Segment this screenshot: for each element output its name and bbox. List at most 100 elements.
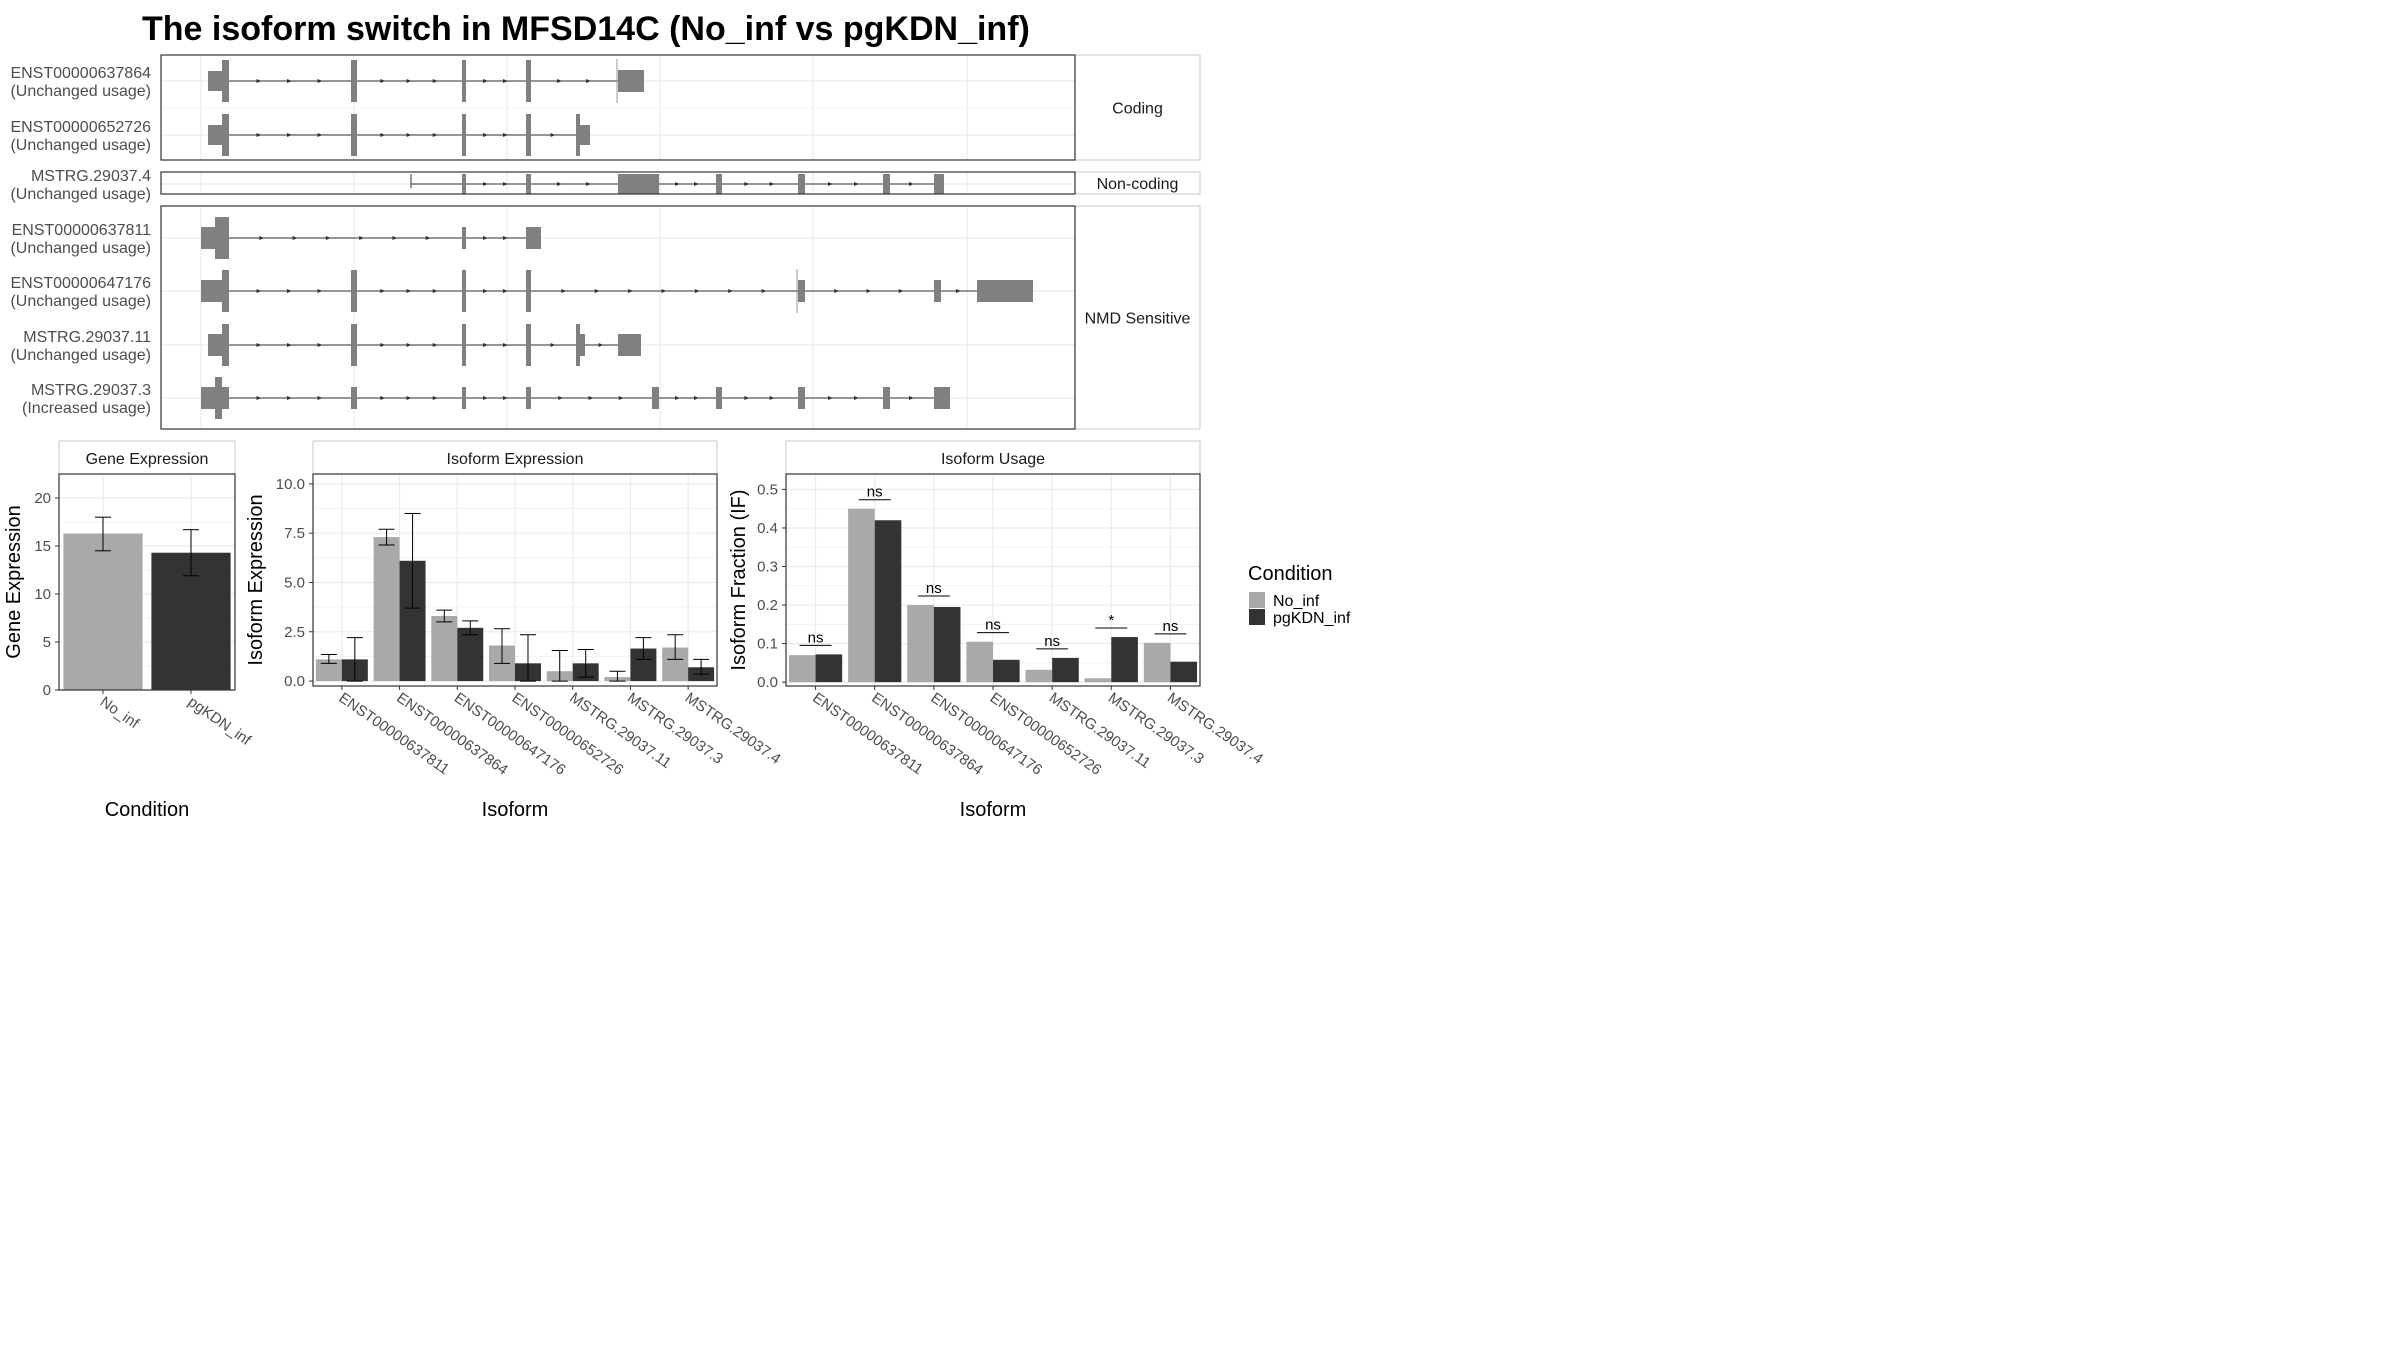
exon-block — [526, 60, 531, 102]
intron-direction-arrow — [598, 343, 604, 347]
exon-block — [222, 387, 229, 409]
isoform-id-label: MSTRG.29037.11 — [23, 329, 151, 346]
transcript: ENST00000637864(Unchanged usage) — [10, 59, 644, 103]
structure-group: Non-coding MSTRG.29037.4(Unchanged usage) — [10, 168, 1201, 203]
intron-direction-arrow — [432, 289, 438, 293]
y-axis-title: Isoform Expression — [245, 494, 267, 665]
significance-label: ns — [867, 484, 883, 501]
isoform-usage-label: (Increased usage) — [22, 400, 151, 417]
exon-block — [798, 387, 805, 409]
intron-direction-arrow — [432, 396, 438, 400]
bar — [315, 659, 342, 682]
panel-title: Isoform Expression — [447, 451, 584, 468]
x-tick-label: MSTRG.29037.11 — [1046, 689, 1154, 772]
y-tick-label: 10 — [34, 586, 51, 603]
exon-block — [351, 387, 357, 409]
intron-direction-arrow — [406, 79, 412, 83]
legend-entry-label: pgKDN_inf — [1273, 610, 1351, 627]
intron-direction-arrow — [406, 289, 412, 293]
error-bar — [551, 650, 568, 682]
intron-direction-arrow — [380, 396, 386, 400]
figure-title: The isoform switch in MFSD14C (No_inf vs… — [142, 10, 1030, 48]
x-axis-title: Isoform — [960, 799, 1027, 821]
exon-block — [222, 114, 229, 156]
intron-direction-arrow — [828, 396, 833, 400]
isoform-id-label: ENST00000647176 — [10, 275, 151, 292]
exon-block — [576, 324, 580, 366]
panel-title-strip — [312, 440, 718, 475]
intron-direction-arrow — [503, 236, 508, 240]
exon-block — [208, 334, 222, 356]
intron-direction-arrow — [483, 182, 488, 186]
exon-block — [526, 114, 531, 156]
intron-direction-arrow — [317, 343, 323, 347]
exon-block — [934, 174, 944, 194]
intron-direction-arrow — [432, 133, 438, 137]
intron-direction-arrow — [483, 79, 488, 83]
intron-direction-arrow — [557, 79, 562, 83]
intron-direction-arrow — [380, 79, 386, 83]
y-tick-label: 0.1 — [757, 636, 778, 653]
exon-block — [618, 70, 644, 92]
y-tick-label: 10.0 — [276, 476, 305, 493]
intron-direction-arrow — [483, 396, 488, 400]
exon-block — [462, 60, 466, 102]
isoform-usage-label: (Unchanged usage) — [10, 240, 151, 257]
intron-direction-arrow — [728, 289, 734, 293]
intron-direction-arrow — [483, 236, 488, 240]
intron-direction-arrow — [380, 133, 386, 137]
intron-direction-arrow — [761, 289, 767, 293]
bar — [1170, 661, 1198, 683]
intron-direction-arrow — [675, 182, 680, 186]
exon-block — [208, 71, 222, 91]
error-bar — [635, 637, 652, 660]
intron-direction-arrow — [256, 343, 262, 347]
y-tick-label: 0.5 — [757, 481, 778, 498]
intron-direction-arrow — [287, 396, 292, 400]
group-strip-label: Non-coding — [1097, 176, 1179, 193]
expression-charts: Gene Expression 0 5 10 15 20 No_inf pgKDN_inf Co… — [3, 440, 1266, 821]
transcript: MSTRG.29037.4(Unchanged usage) — [10, 168, 944, 203]
error-bar — [667, 634, 684, 660]
intron-direction-arrow — [661, 289, 667, 293]
intron-direction-arrow — [503, 182, 508, 186]
bar — [788, 655, 816, 683]
intron-direction-arrow — [317, 289, 323, 293]
plot-border — [312, 473, 718, 687]
intron-direction-arrow — [292, 236, 298, 240]
isoform-usage-chart: Isoform Usage 0.0 0.1 0.2 0.3 0.4 0.5 ns ns ns ns n… — [728, 440, 1266, 821]
y-tick-label: 20 — [34, 490, 51, 507]
significance-label: ns — [985, 617, 1001, 634]
intron-direction-arrow — [380, 289, 386, 293]
structure-panel-border — [160, 205, 1076, 430]
significance-label: ns — [926, 580, 942, 597]
intron-direction-arrow — [586, 79, 591, 83]
x-axis-title: Condition — [105, 799, 190, 821]
error-bar — [404, 512, 421, 609]
y-tick-label: 0.0 — [284, 673, 305, 690]
intron-direction-arrow — [432, 79, 438, 83]
exon-block — [351, 114, 357, 156]
y-tick-label: 0.4 — [757, 520, 778, 537]
intron-direction-arrow — [406, 343, 412, 347]
exon-block — [526, 387, 531, 409]
structure-panel-border — [160, 171, 1076, 195]
x-tick-label: No_inf — [97, 693, 143, 732]
error-bar — [378, 528, 395, 546]
intron-direction-arrow — [432, 343, 438, 347]
intron-direction-arrow — [256, 79, 262, 83]
transcript: MSTRG.29037.11(Unchanged usage) — [10, 324, 641, 366]
x-tick-label: MSTRG.29037.3 — [624, 689, 726, 767]
intron-direction-arrow — [287, 289, 292, 293]
intron-direction-arrow — [694, 396, 699, 400]
bar — [63, 533, 143, 690]
intron-direction-arrow — [503, 343, 508, 347]
panel-title-strip — [58, 440, 236, 475]
exon-block — [883, 387, 890, 409]
group-strip-label: NMD Sensitive — [1085, 311, 1191, 328]
intron-direction-arrow — [557, 182, 562, 186]
isoform-switch-figure: The isoform switch in MFSD14C (No_inf vs… — [3, 10, 1351, 821]
transcript: ENST00000647176(Unchanged usage) — [10, 269, 1033, 313]
